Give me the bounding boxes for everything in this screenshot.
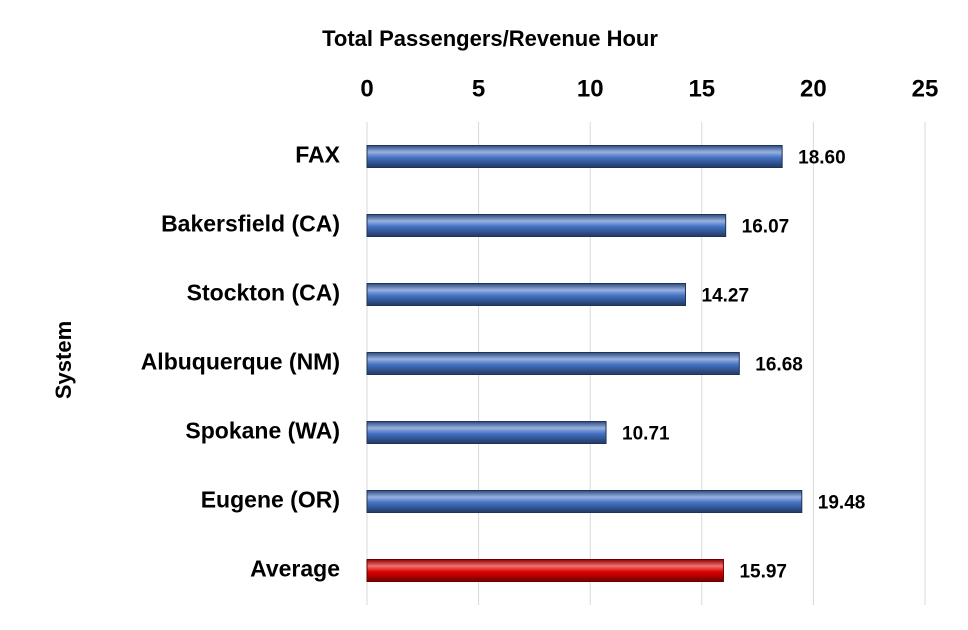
x-tick-label: 20 bbox=[800, 75, 827, 102]
y-tick-label: Bakersfield (CA) bbox=[161, 211, 340, 237]
data-label: 16.68 bbox=[755, 355, 803, 376]
x-tick-label: 10 bbox=[577, 75, 604, 102]
data-label: 15.97 bbox=[739, 562, 787, 583]
x-tick-label: 25 bbox=[912, 75, 939, 102]
y-axis-label: System bbox=[51, 321, 76, 399]
bar bbox=[366, 214, 727, 237]
data-label: 19.48 bbox=[818, 493, 866, 514]
chart-title: Total Passengers/Revenue Hour bbox=[322, 26, 658, 51]
y-tick-label: Average bbox=[250, 556, 340, 582]
bar bbox=[366, 490, 803, 513]
data-label: 14.27 bbox=[702, 286, 750, 307]
x-tick-label: 5 bbox=[472, 75, 485, 102]
y-tick-label: Albuquerque (NM) bbox=[141, 349, 340, 375]
x-tick-label: 15 bbox=[688, 75, 715, 102]
x-tick-label: 0 bbox=[360, 75, 373, 102]
y-tick-label: Stockton (CA) bbox=[187, 280, 340, 306]
bar bbox=[366, 145, 783, 168]
data-label: 16.07 bbox=[742, 217, 790, 238]
y-tick-label: Eugene (OR) bbox=[201, 487, 340, 513]
y-tick-label: FAX bbox=[295, 142, 340, 168]
y-tick-label: Spokane (WA) bbox=[185, 418, 340, 444]
data-label: 18.60 bbox=[798, 148, 846, 169]
bar bbox=[366, 421, 607, 444]
bar bbox=[366, 283, 687, 306]
bar bbox=[366, 559, 724, 582]
data-label: 10.71 bbox=[622, 424, 670, 445]
bar bbox=[366, 352, 740, 375]
